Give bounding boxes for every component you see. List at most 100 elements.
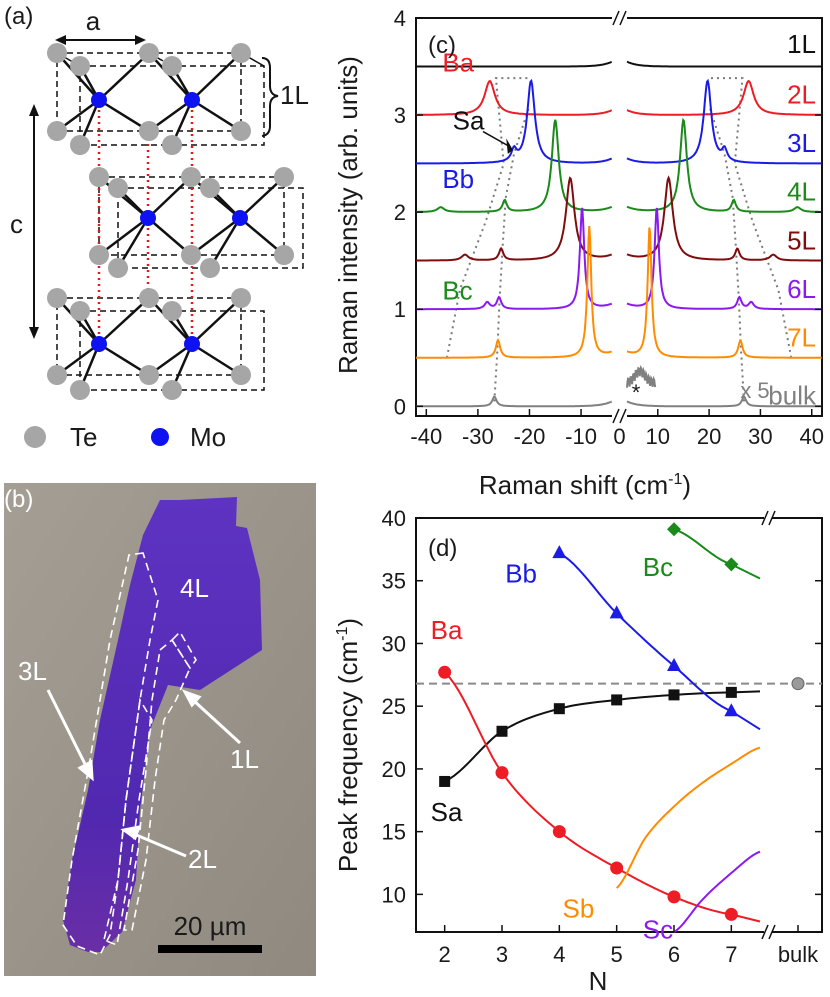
spectrum-4L-stokes bbox=[416, 119, 613, 213]
plot-c-x-axis-label: Raman shift (cm-1) bbox=[479, 470, 691, 500]
plot-d-fit-lines bbox=[443, 528, 761, 933]
mo-atoms bbox=[91, 92, 248, 352]
fit-line-Sc bbox=[673, 850, 761, 933]
guide-line-bc-right bbox=[709, 77, 793, 358]
peak-label-Bc: Bc bbox=[442, 276, 472, 306]
spectrum-3L-stokes bbox=[416, 78, 613, 165]
spectrum-2L-stokes bbox=[416, 79, 613, 116]
sa-arrow-head bbox=[506, 138, 513, 154]
marker-Ba bbox=[552, 825, 566, 839]
y-tick-label: 4 bbox=[394, 6, 406, 31]
y-tick-label: 30 bbox=[382, 631, 406, 656]
layer-1L-label: 1L bbox=[280, 80, 309, 110]
marker-Bb bbox=[552, 545, 567, 559]
region-arrows bbox=[46, 689, 242, 858]
panel-c-raman-spectra: -40 -30 -20 -10 0 10 20 30 40 0 1 2 3 4 1L 2L 3L 4L 5L 6L 7… bbox=[333, 6, 824, 500]
frame-bulk bbox=[772, 517, 823, 933]
plot-d-ticks: 2 3 4 5 6 7 bulk 10 15 20 25 30 35 40 bbox=[382, 506, 822, 967]
marker-Bc bbox=[667, 522, 681, 537]
mote2-flake bbox=[63, 497, 262, 952]
plot-c-ticks: -40 -30 -20 -10 0 10 20 30 40 0 1 2 3 4 bbox=[394, 6, 824, 449]
series-label-6L: 6L bbox=[787, 274, 816, 304]
spectrum-1L-antistokes bbox=[626, 60, 822, 68]
x-tick-label: 6 bbox=[668, 942, 680, 967]
fit-line-Ba bbox=[443, 671, 761, 923]
fit-line-Bc bbox=[673, 528, 761, 580]
series-label-5L: 5L bbox=[787, 225, 816, 255]
axis-break-mark bbox=[768, 510, 776, 526]
x-tick-label: 5 bbox=[611, 942, 623, 967]
panel-d-label: (d) bbox=[428, 535, 457, 562]
y-tick-label: 35 bbox=[382, 569, 406, 594]
plot-d-y-axis-label: Peak frequency (cm-1) bbox=[333, 618, 363, 872]
panel-b-optical-image: (b) 4L 3L 1L 2L 20 µm bbox=[4, 483, 316, 976]
x-tick-label: 40 bbox=[799, 424, 823, 449]
fit-line-Sb bbox=[615, 746, 761, 889]
series-label-Sa: Sa bbox=[431, 797, 463, 827]
panel-a-label: (a) bbox=[4, 3, 33, 30]
axis-break-mark bbox=[768, 924, 776, 940]
y-tick-label: 20 bbox=[382, 757, 406, 782]
series-label-bulk: bulk bbox=[768, 381, 817, 411]
peak-label-Sa: Sa bbox=[453, 106, 485, 136]
layer-brace bbox=[261, 57, 279, 137]
frame-main bbox=[415, 517, 764, 933]
legend-te-marker bbox=[24, 426, 46, 448]
spectrum-4L-antistokes bbox=[626, 117, 822, 213]
region-2L-label: 2L bbox=[188, 844, 217, 874]
plot-d-x-axis-label: N bbox=[589, 966, 608, 996]
plot-c-y-axis-label: Raman intensity (arb. units) bbox=[333, 56, 363, 374]
plot-c-series-labels: 1L 2L 3L 4L 5L 6L 7L bulk Ba Sa Bb Bc bbox=[442, 29, 817, 410]
legend-te-label: Te bbox=[70, 422, 97, 452]
bulk-reference-marker bbox=[791, 677, 805, 691]
y-tick-label: 10 bbox=[382, 882, 406, 907]
x-tick-label: -10 bbox=[565, 424, 597, 449]
marker-Ba bbox=[610, 861, 624, 875]
series-label-7L: 7L bbox=[787, 322, 816, 352]
region-1L-label: 1L bbox=[230, 744, 259, 774]
marker-Bb bbox=[609, 605, 624, 619]
series-label-Bb: Bb bbox=[505, 558, 537, 588]
spectrum-bulk-antistokes bbox=[626, 395, 822, 408]
panel-d-peak-frequency: 2 3 4 5 6 7 bulk 10 15 20 25 30 35 40 Sa Ba Bb Bc Sb Sc (d… bbox=[333, 506, 823, 996]
x-tick-label: 7 bbox=[725, 942, 737, 967]
y-tick-label: 25 bbox=[382, 694, 406, 719]
lattice-a-arrow bbox=[55, 35, 146, 45]
sa-arrow bbox=[482, 130, 510, 147]
series-label-Sc: Sc bbox=[643, 915, 673, 945]
y-tick-label: 2 bbox=[394, 200, 406, 225]
marker-Ba bbox=[667, 890, 681, 904]
series-label-Sb: Sb bbox=[563, 893, 595, 923]
axis-break-mark bbox=[612, 408, 620, 424]
x-tick-label: 10 bbox=[646, 424, 670, 449]
lattice-a-label: a bbox=[86, 6, 101, 36]
series-label-Ba: Ba bbox=[431, 615, 463, 645]
marker-Ba bbox=[438, 665, 452, 679]
scale-bar-label: 20 µm bbox=[174, 911, 247, 941]
axis-break-mark bbox=[619, 408, 627, 424]
x-tick-label: 30 bbox=[748, 424, 772, 449]
spectrum-1L-stokes bbox=[416, 60, 613, 68]
spectrum-3L-antistokes bbox=[626, 78, 822, 165]
marker-Sa bbox=[496, 725, 508, 737]
te-atoms bbox=[47, 43, 294, 400]
plot-d-frame bbox=[415, 510, 823, 940]
x-tick-label: 0 bbox=[613, 424, 625, 449]
marker-Sa bbox=[668, 689, 680, 701]
marker-Sa bbox=[439, 775, 451, 787]
axis-break-mark bbox=[619, 10, 627, 26]
lattice-c-arrow bbox=[29, 104, 39, 339]
series-label-3L: 3L bbox=[787, 128, 816, 158]
plot-c-spectra bbox=[416, 60, 822, 408]
spectrum-5L-stokes bbox=[416, 176, 613, 262]
marker-Sa bbox=[611, 694, 623, 706]
y-tick-label: 3 bbox=[394, 103, 406, 128]
panel-b-label: (b) bbox=[4, 486, 33, 513]
x-tick-label: -20 bbox=[514, 424, 546, 449]
legend-mo-label: Mo bbox=[190, 422, 226, 452]
region-4L-label: 4L bbox=[180, 573, 209, 603]
axis-break-mark bbox=[761, 510, 769, 526]
marker-Bb bbox=[667, 658, 681, 672]
annotation-star: * bbox=[632, 380, 641, 405]
